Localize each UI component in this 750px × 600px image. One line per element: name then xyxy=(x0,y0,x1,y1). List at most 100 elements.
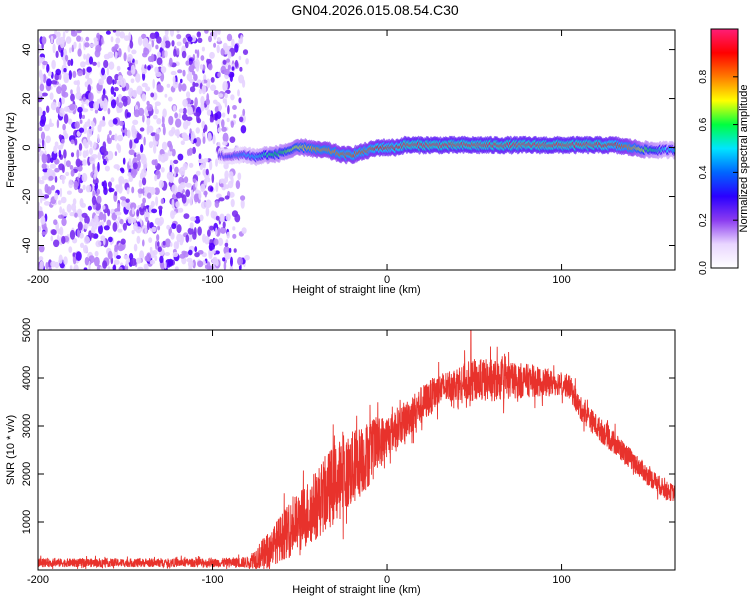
noise-blob xyxy=(103,237,106,246)
noise-blob xyxy=(226,231,230,239)
noise-blob xyxy=(207,229,211,237)
noise-blob xyxy=(239,66,243,72)
noise-blob xyxy=(203,178,207,186)
noise-blob xyxy=(130,202,137,210)
noise-blob xyxy=(127,172,132,177)
noise-blob xyxy=(46,105,50,113)
noise-blob xyxy=(192,70,196,76)
noise-blob xyxy=(161,115,165,125)
noise-blob xyxy=(176,224,182,234)
y-tick-label: 1000 xyxy=(21,510,33,534)
noise-blob xyxy=(173,241,179,250)
noise-blob xyxy=(62,91,69,98)
noise-blob xyxy=(155,196,159,207)
noise-blob xyxy=(177,207,184,213)
noise-blob xyxy=(103,53,111,60)
noise-blob xyxy=(216,44,220,54)
noise-blob xyxy=(192,259,196,269)
noise-blob xyxy=(38,201,41,207)
noise-blob xyxy=(116,96,119,107)
noise-blob xyxy=(43,194,50,199)
noise-blob xyxy=(197,31,201,36)
noise-blob xyxy=(70,139,75,145)
noise-blob xyxy=(240,195,246,201)
noise-blob xyxy=(137,266,144,270)
noise-blob xyxy=(59,187,63,198)
noise-blob xyxy=(145,216,149,222)
noise-blob xyxy=(146,117,151,127)
noise-blob xyxy=(79,232,84,239)
noise-blob xyxy=(68,47,72,54)
noise-blob xyxy=(188,249,193,256)
noise-blob xyxy=(138,179,143,188)
noise-blob xyxy=(63,149,67,159)
noise-blob xyxy=(70,58,74,66)
noise-blob xyxy=(158,180,164,189)
noise-blob xyxy=(188,264,192,270)
noise-blob xyxy=(233,248,237,253)
noise-blob xyxy=(193,112,200,117)
noise-blob xyxy=(130,78,135,84)
noise-blob xyxy=(49,92,54,100)
noise-blob xyxy=(240,125,247,134)
noise-blob xyxy=(230,94,235,101)
noise-blob xyxy=(160,66,167,74)
noise-blob xyxy=(227,51,232,59)
noise-blob xyxy=(204,30,209,34)
noise-blob xyxy=(156,57,163,66)
noise-blob xyxy=(241,227,247,235)
noise-blob xyxy=(169,164,173,173)
noise-blob xyxy=(226,117,230,123)
noise-blob xyxy=(238,74,245,84)
noise-blob xyxy=(185,41,189,49)
noise-blob xyxy=(189,86,196,93)
noise-blob xyxy=(164,40,171,49)
noise-blob xyxy=(39,260,44,270)
noise-blob xyxy=(195,170,201,176)
noise-blob xyxy=(97,124,102,133)
noise-blob xyxy=(40,216,46,225)
noise-blob xyxy=(55,106,60,114)
noise-blob xyxy=(215,182,219,193)
noise-blob xyxy=(160,167,165,173)
noise-blob xyxy=(83,53,86,60)
noise-blob xyxy=(131,49,137,55)
noise-blob xyxy=(69,265,73,270)
noise-blob xyxy=(142,114,145,123)
noise-blob xyxy=(180,140,185,145)
noise-blob xyxy=(130,64,136,75)
noise-blob xyxy=(175,201,180,208)
noise-blob xyxy=(147,65,151,71)
noise-blob xyxy=(119,31,125,39)
noise-blob xyxy=(142,239,145,247)
noise-blob xyxy=(69,229,76,240)
colorbar-label: Normalized spectral amplitude xyxy=(738,85,750,233)
noise-blob xyxy=(76,208,83,218)
noise-blob xyxy=(183,213,190,220)
noise-blob xyxy=(222,132,229,143)
noise-blob xyxy=(112,222,118,232)
noise-blob xyxy=(114,244,120,250)
noise-blob xyxy=(74,138,78,146)
noise-blob xyxy=(57,214,65,219)
noise-blob xyxy=(48,266,52,270)
noise-blob xyxy=(146,252,152,262)
noise-blob xyxy=(215,227,218,236)
noise-blob xyxy=(216,111,222,120)
noise-blob xyxy=(120,196,127,201)
noise-blob xyxy=(237,89,240,97)
noise-blob xyxy=(164,30,169,37)
noise-blob xyxy=(174,166,179,174)
x-tick-label: 100 xyxy=(552,274,570,286)
noise-blob xyxy=(224,176,229,183)
noise-blob xyxy=(202,136,206,145)
noise-blob xyxy=(188,233,193,242)
noise-blob xyxy=(237,257,243,266)
noise-blob xyxy=(213,238,219,246)
noise-blob xyxy=(171,184,178,194)
noise-blob xyxy=(38,153,41,163)
noise-blob xyxy=(229,136,236,143)
noise-blob xyxy=(62,123,66,131)
noise-blob xyxy=(80,242,84,248)
noise-blob xyxy=(170,70,177,76)
